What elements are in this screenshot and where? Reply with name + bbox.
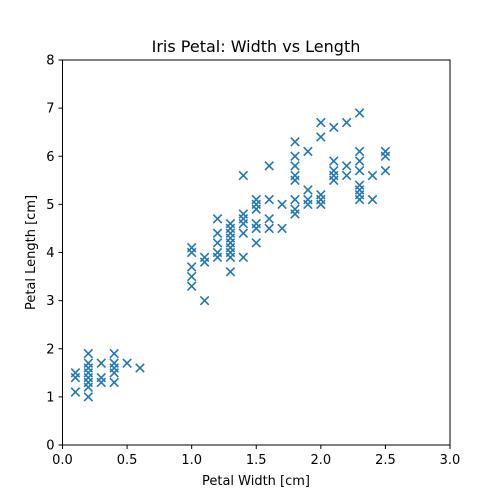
x-tick-label: 0.5 [117, 453, 138, 468]
data-point [264, 161, 274, 171]
data-point [290, 194, 300, 205]
data-point [328, 156, 339, 166]
data-point [83, 348, 94, 359]
data-point [109, 377, 119, 388]
data-point [251, 204, 262, 214]
x-tick-label: 2.5 [375, 453, 396, 468]
y-tick-label: 5 [46, 198, 54, 213]
data-point [316, 199, 326, 210]
data-point [238, 218, 249, 229]
chart-title: Iris Petal: Width vs Length [152, 37, 361, 56]
y-axis-ticks: 0 1 2 3 4 5 6 7 8 [46, 54, 63, 454]
data-point [70, 372, 81, 383]
data-point [96, 377, 107, 388]
data-point [135, 363, 145, 373]
x-tick-label: 3.0 [440, 453, 461, 468]
x-axis-label: Petal Width [cm] [202, 474, 310, 489]
data-point [303, 146, 313, 157]
data-point [212, 214, 223, 224]
data-point [83, 382, 94, 393]
data-point [290, 175, 300, 186]
data-point [70, 387, 81, 397]
data-point [199, 257, 210, 267]
data-point [251, 238, 262, 248]
data-point [367, 170, 378, 181]
data-point [251, 223, 262, 234]
data-point [96, 358, 107, 368]
y-tick-label: 0 [46, 439, 54, 454]
y-tick-label: 1 [46, 390, 54, 405]
data-point [316, 132, 326, 142]
data-point [109, 348, 119, 359]
data-point [186, 271, 197, 282]
data-point [354, 146, 365, 157]
plot-frame [62, 59, 451, 446]
data-point [186, 281, 197, 291]
data-point [238, 252, 249, 263]
data-point [225, 266, 236, 277]
data-point [316, 117, 326, 128]
data-point [354, 156, 365, 166]
x-tick-label: 0.0 [52, 453, 73, 468]
data-points [70, 108, 391, 402]
data-point [380, 151, 391, 162]
data-point [83, 392, 94, 402]
data-point [238, 228, 249, 239]
data-point [186, 262, 197, 272]
data-point [212, 238, 223, 248]
data-point [238, 170, 249, 181]
data-point [328, 175, 339, 186]
y-tick-label: 8 [46, 54, 54, 69]
data-point [122, 358, 132, 368]
data-point [290, 161, 300, 171]
data-point [341, 117, 352, 128]
x-axis-ticks: 0.0 0.5 1.0 1.5 2.0 2.5 3.0 [52, 445, 460, 468]
data-point [264, 194, 274, 205]
x-tick-label: 1.5 [246, 453, 267, 468]
data-point [341, 161, 352, 171]
y-tick-label: 2 [46, 342, 54, 357]
data-point [264, 214, 274, 224]
x-tick-label: 1.0 [181, 453, 202, 468]
data-point [290, 151, 300, 162]
data-point [290, 137, 300, 147]
data-point [354, 165, 365, 176]
data-point [290, 209, 300, 219]
data-point [328, 122, 339, 133]
data-point [225, 252, 236, 263]
data-point [199, 295, 210, 306]
x-tick-label: 2.0 [310, 453, 331, 468]
data-point [341, 170, 352, 181]
data-point [186, 247, 197, 258]
data-point [354, 108, 365, 118]
y-axis-label: Petal Length [cm] [24, 195, 39, 310]
data-point [354, 194, 365, 205]
data-point [277, 223, 287, 234]
y-tick-label: 6 [46, 150, 54, 165]
data-point [277, 199, 287, 210]
data-point [303, 199, 313, 210]
data-point [380, 165, 391, 176]
data-point [212, 228, 223, 239]
y-tick-label: 7 [46, 102, 54, 117]
data-point [109, 368, 119, 378]
data-point [367, 194, 378, 205]
data-point [303, 185, 313, 195]
data-point [212, 252, 223, 263]
data-point [264, 223, 274, 234]
plot-area: 0.0 0.5 1.0 1.5 2.0 2.5 3.0 0 1 2 3 4 5 6 7 8 [46, 54, 460, 469]
y-tick-label: 3 [46, 294, 54, 309]
y-tick-label: 4 [46, 246, 54, 261]
